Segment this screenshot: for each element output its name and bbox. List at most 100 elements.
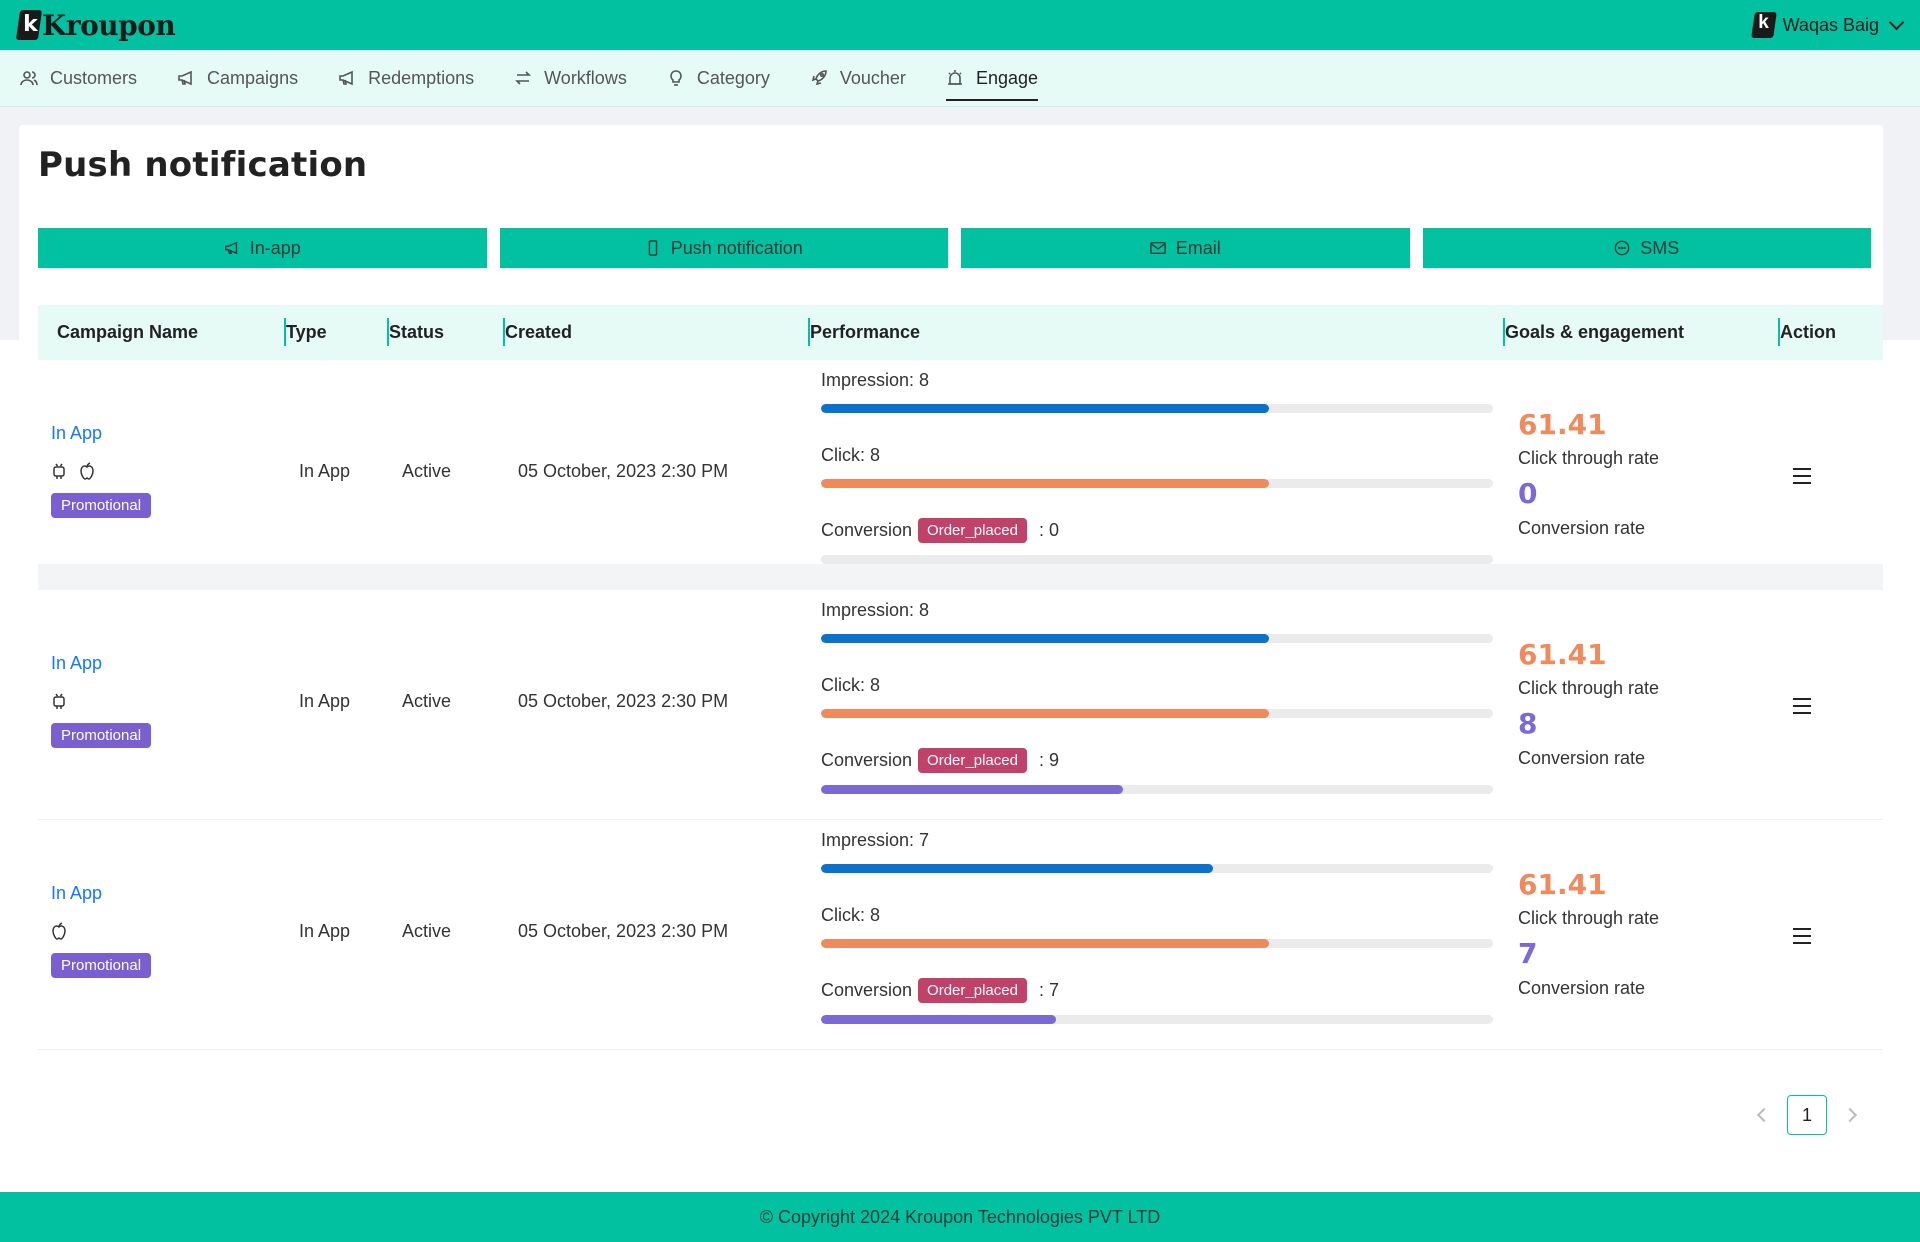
apple-icon [80,462,94,480]
chevron-left-icon[interactable] [1756,1107,1772,1123]
column-divider [503,318,505,346]
click-bar-fill [821,709,1270,718]
row-actions-menu-icon[interactable] [1793,928,1811,944]
created-date: 05 October, 2023 2:30 PM [518,691,729,711]
chevron-right-icon[interactable] [1842,1107,1858,1123]
channel-push-notification-button[interactable]: Push notification [499,228,948,268]
nav-item-campaigns[interactable]: Campaigns [177,50,298,107]
rocket-icon [811,70,827,86]
row-divider [38,564,1883,590]
header-action[interactable]: Action [1780,322,1836,342]
megaphone-icon [224,241,237,255]
conversion-bar [821,555,1493,564]
chevron-down-icon [1888,14,1905,30]
performance-cell: Impression: 8 Click: 8 Conversion Order_… [821,590,1493,820]
logo-text: Kroupon [42,8,176,42]
mail-icon [1149,241,1166,255]
campaign-name-link[interactable]: In App [51,423,103,443]
promotional-tag: Promotional [51,953,152,978]
bulb-icon [670,70,682,86]
android-icon [53,463,65,479]
campaign-name-link[interactable]: In App [51,883,103,903]
table-row: In App Promotional In App Active 05 Octo… [38,590,1883,820]
nav-label: Redemptions [368,67,475,88]
conversion-rate-value: 8 [1518,707,1538,740]
impression-bar-fill [821,634,1270,643]
order-placed-tag: Order_placed [918,518,1027,543]
click-bar-fill [821,939,1270,948]
channel-email-button[interactable]: Email [961,228,1410,268]
conversion-rate-value: 0 [1518,477,1538,510]
click-bar [821,479,1493,488]
impression-label: Impression: 8 [821,600,930,620]
header-created[interactable]: Created [505,322,573,342]
channel-sms-button[interactable]: SMS [1422,228,1871,268]
order-placed-tag: Order_placed [918,748,1027,773]
logo-mark-icon [15,10,43,40]
nav-item-category[interactable]: Category [667,50,770,107]
conversion-label: Conversion [821,980,913,1000]
megaphone-icon [178,70,192,86]
channel-label: SMS [1640,237,1680,258]
created-date: 05 October, 2023 2:30 PM [518,461,729,481]
conversion-label-group: Conversion Order_placed : 7 [821,978,1059,1003]
campaign-name-cell: In App [51,653,102,674]
click-label: Click: 8 [821,445,881,465]
copyright-text: © Copyright 2024 Kroupon Technologies PV… [759,1206,1161,1227]
conversion-bar-fill [821,1015,1057,1024]
workflow-icon [515,71,532,85]
nav-label: Engage [975,67,1038,88]
nav-item-customers[interactable]: Customers [20,50,137,107]
status-badge: Active [402,461,452,481]
click-through-rate-value: 61.41 [1518,638,1607,671]
apple-icon [52,922,66,940]
campaign-name-link[interactable]: In App [51,653,103,673]
campaign-tag-cell: Promotional [51,953,152,978]
impression-bar [821,634,1493,643]
header-type[interactable]: Type [286,322,327,342]
column-divider [808,318,810,346]
user-menu[interactable]: Waqas Baig [1750,12,1905,38]
kroupon-logo[interactable]: Kroupon [15,5,176,45]
click-through-rate-label: Click through rate [1518,448,1660,468]
top-header: Kroupon Waqas Baig [0,0,1920,50]
page-number-button[interactable]: 1 [1787,1095,1827,1135]
megaphone-icon [339,70,353,86]
nav-label: Customers [50,67,138,88]
conversion-rate-value: 7 [1518,937,1538,970]
click-bar [821,709,1493,718]
header-status[interactable]: Status [389,322,445,342]
column-divider [1778,318,1780,346]
type-cell: In App [299,461,351,481]
nav-item-redemptions[interactable]: Redemptions [338,50,474,107]
performance-cell: Impression: 8 Click: 8 Conversion Order_… [821,360,1493,590]
conversion-rate-label: Conversion rate [1518,978,1646,998]
conversion-bar [821,785,1493,794]
conversion-bar-fill [821,785,1124,794]
user-name: Waqas Baig [1782,14,1879,35]
row-actions-menu-icon[interactable] [1793,468,1811,484]
nav-item-engage[interactable]: Engage [945,50,1039,107]
conversion-value: : 9 [1038,750,1059,770]
header-goals-engagement[interactable]: Goals & engagement [1505,322,1685,342]
conversion-bar [821,1015,1493,1024]
channel-in-app-button[interactable]: In-app [38,228,487,268]
phone-icon [648,240,657,256]
header-performance[interactable]: Performance [810,322,921,342]
row-actions-menu-icon[interactable] [1793,698,1811,714]
impression-bar [821,404,1493,413]
campaign-name-cell: In App [51,883,102,904]
conversion-label-group: Conversion Order_placed : 0 [821,518,1059,543]
click-through-rate-value: 61.41 [1518,408,1607,441]
click-bar-fill [821,479,1270,488]
conversion-rate-label: Conversion rate [1518,748,1646,768]
nav-item-workflows[interactable]: Workflows [514,50,627,107]
footer: © Copyright 2024 Kroupon Technologies PV… [0,1192,1920,1242]
click-through-rate-value: 61.41 [1518,868,1607,901]
nav-item-voucher[interactable]: Voucher [810,50,906,107]
header-campaign-name[interactable]: Campaign Name [57,322,199,342]
campaign-table: Campaign Name Type Status Created Perfor… [38,305,1883,1050]
channel-label: In-app [249,237,301,258]
impression-bar [821,864,1493,873]
chat-icon [1614,240,1630,256]
